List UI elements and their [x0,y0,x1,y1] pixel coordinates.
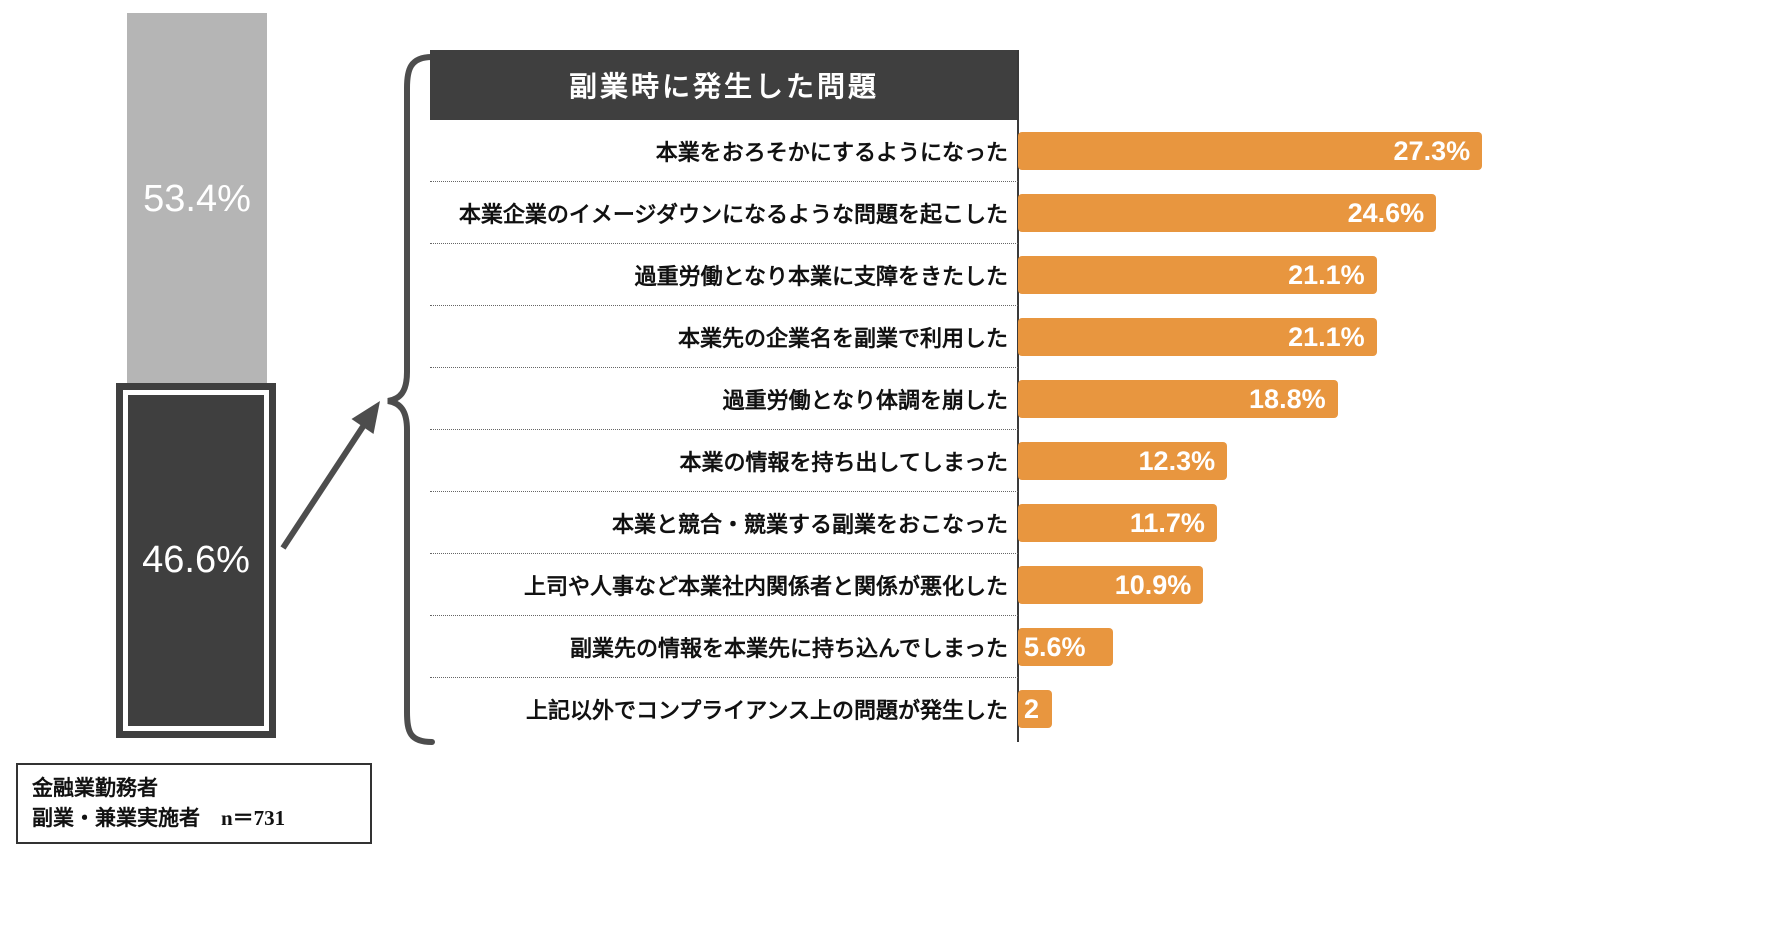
value-label: 5.6% [1024,631,1086,662]
value-label: 12.3% [1138,445,1216,476]
value-label: 24.6% [1347,197,1425,228]
chart-row: 本業をおろそかにするようになった 27.3% [430,120,1774,182]
chart-row: 過重労働となり体調を崩した 18.8% [430,368,1774,430]
bar-cell: 11.7% [1018,492,1774,554]
bar-rows: 本業をおろそかにするようになった 27.3% 本業企業のイメージダウンになるような問… [430,120,1774,740]
bar-cell: 2 [1018,678,1774,740]
value-label: 21.1% [1288,321,1365,352]
value-bar: 2 [1018,690,1052,728]
stacked-bar-dark-segment: 46.6% [116,383,276,738]
value-label: 27.3% [1393,135,1471,166]
bar-cell: 21.1% [1018,306,1774,368]
value-label: 10.9% [1114,569,1192,600]
category-label: 副業先の情報を本業先に持ち込んでしまった [430,616,1018,678]
category-label: 本業と競合・競業する副業をおこなった [430,492,1018,554]
category-label: 本業企業のイメージダウンになるような問題を起こした [430,182,1018,244]
chart-row: 本業企業のイメージダウンになるような問題を起こした 24.6% [430,182,1774,244]
arrow-connector-head [351,401,380,434]
value-bar: 10.9% [1018,566,1204,604]
chart-row: 副業先の情報を本業先に持ち込んでしまった 5.6% [430,616,1774,678]
dark-segment-percentage: 46.6% [142,539,250,581]
value-label: 11.7% [1129,507,1205,538]
value-bar: 18.8% [1018,380,1338,418]
category-label: 本業の情報を持ち出してしまった [430,430,1018,492]
bar-cell: 27.3% [1018,120,1774,182]
chart-row: 本業の情報を持ち出してしまった 12.3% [430,430,1774,492]
sample-note-line1: 金融業勤務者 [32,776,158,800]
category-label: 上司や人事など本業社内関係者と関係が悪化した [430,554,1018,616]
value-bar: 21.1% [1018,318,1377,356]
chart-title: 副業時に発生した問題 [568,72,879,103]
bar-cell: 24.6% [1018,182,1774,244]
gray-segment-percentage: 53.4% [143,177,251,220]
value-bar: 24.6% [1018,194,1437,232]
category-label: 本業をおろそかにするようになった [430,120,1018,182]
bar-cell: 12.3% [1018,430,1774,492]
curly-brace-icon [387,54,435,745]
value-label: 2 [1024,693,1040,724]
chart-row: 上記以外でコンプライアンス上の問題が発生した 2 [430,678,1774,740]
stacked-bar-gray-segment: 53.4% [127,13,267,385]
value-bar: 11.7% [1018,504,1217,542]
bar-cell: 21.1% [1018,244,1774,306]
value-bar: 5.6% [1018,628,1114,666]
value-bar: 12.3% [1018,442,1228,480]
arrow-connector-shaft [280,423,367,550]
bar-cell: 10.9% [1018,554,1774,616]
category-label: 上記以外でコンプライアンス上の問題が発生した [525,698,1008,723]
value-label: 18.8% [1249,383,1326,414]
category-label: 本業先の企業名を副業で利用した [430,306,1018,368]
value-bar: 27.3% [1018,132,1483,170]
chart-title-banner: 副業時に発生した問題 [430,50,1018,120]
bar-cell: 5.6% [1018,616,1774,678]
category-label: 過重労働となり本業に支障をきたした [430,244,1018,306]
chart-row: 本業先の企業名を副業で利用した 21.1% [430,306,1774,368]
chart-row: 上司や人事など本業社内関係者と関係が悪化した 10.9% [430,554,1774,616]
value-label: 21.1% [1288,259,1365,290]
sample-note-box: 金融業勤務者 副業・兼業実施者 n＝731 [16,763,372,844]
chart-row: 過重労働となり本業に支障をきたした 21.1% [430,244,1774,306]
chart-row: 本業と競合・競業する副業をおこなった 11.7% [430,492,1774,554]
dark-segment-fill: 46.6% [128,395,264,726]
category-label: 過重労働となり体調を崩した [430,368,1018,430]
sample-note-line2: 副業・兼業実施者 n＝731 [32,806,286,831]
value-bar: 21.1% [1018,256,1377,294]
bar-cell: 18.8% [1018,368,1774,430]
